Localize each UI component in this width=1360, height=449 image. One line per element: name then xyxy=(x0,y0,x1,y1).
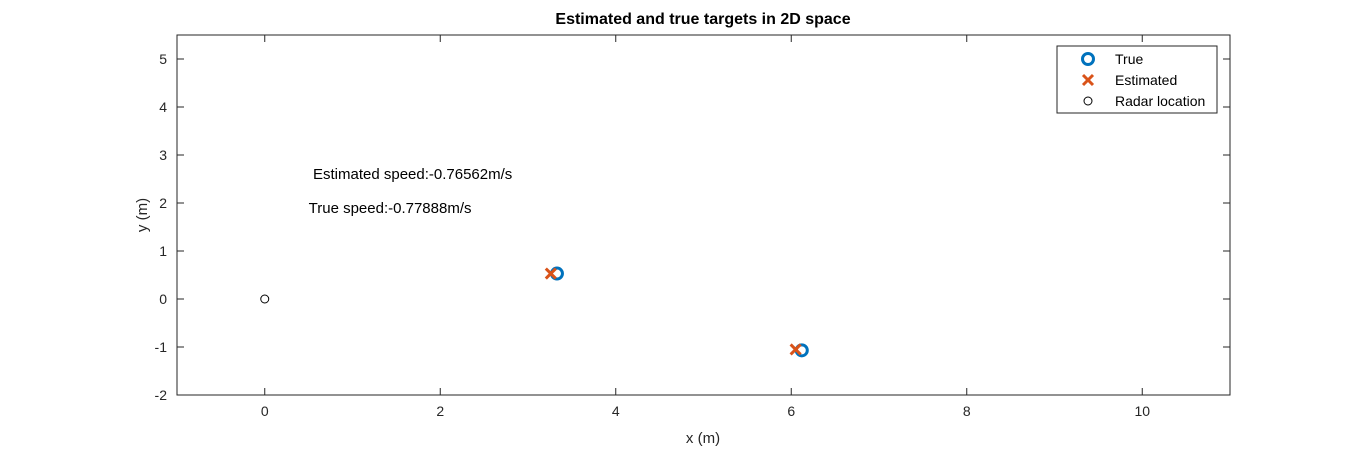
estimated-point xyxy=(544,267,557,280)
x-tick-label: 10 xyxy=(1134,403,1150,419)
legend-radar-location-marker xyxy=(1083,96,1093,106)
x-tick-label: 8 xyxy=(963,403,971,419)
y-tick-label: 4 xyxy=(159,99,167,115)
annotations: Estimated speed:-0.76562m/s True speed:-0… xyxy=(309,166,513,217)
y-tick-label: 2 xyxy=(159,195,167,211)
y-tick-label: 1 xyxy=(159,243,167,259)
legend-true-marker xyxy=(1081,52,1095,66)
estimated-point xyxy=(789,343,802,356)
estimated-point-stroke-b xyxy=(544,267,557,280)
legend-estimated-marker-stroke-b xyxy=(1081,73,1095,87)
legend-entry-label: True xyxy=(1115,51,1143,67)
legend: True Estimated Radar location xyxy=(1056,45,1218,114)
legend-estimated-marker xyxy=(1081,73,1095,87)
plot-area xyxy=(176,34,1231,396)
y-tick-label: 0 xyxy=(159,291,167,307)
chart-title: Estimated and true targets in 2D space xyxy=(555,11,850,28)
x-tick-label: 6 xyxy=(787,403,795,419)
radar-location-point xyxy=(260,294,270,304)
legend-entry-label: Estimated xyxy=(1115,72,1177,88)
x-tick-label: 2 xyxy=(436,403,444,419)
axis-ticks: 0 2 4 6 8 10 -2 -1 0 1 2 3 4 5 xyxy=(155,35,1230,419)
data-markers xyxy=(260,266,809,358)
y-tick-label: -2 xyxy=(155,387,168,403)
legend-entry-label: Radar location xyxy=(1115,93,1205,109)
y-tick-label: 3 xyxy=(159,147,167,163)
y-tick-label: 5 xyxy=(159,51,167,67)
x-axis-label: x (m) xyxy=(686,430,720,447)
annotation-text: Estimated speed:-0.76562m/s xyxy=(313,166,512,183)
x-tick-label: 4 xyxy=(612,403,620,419)
x-tick-label: 0 xyxy=(261,403,269,419)
annotation-text: True speed:-0.77888m/s xyxy=(309,200,472,217)
y-tick-label: -1 xyxy=(155,339,168,355)
estimated-point-stroke-b xyxy=(789,343,802,356)
y-axis-label: y (m) xyxy=(134,198,151,232)
